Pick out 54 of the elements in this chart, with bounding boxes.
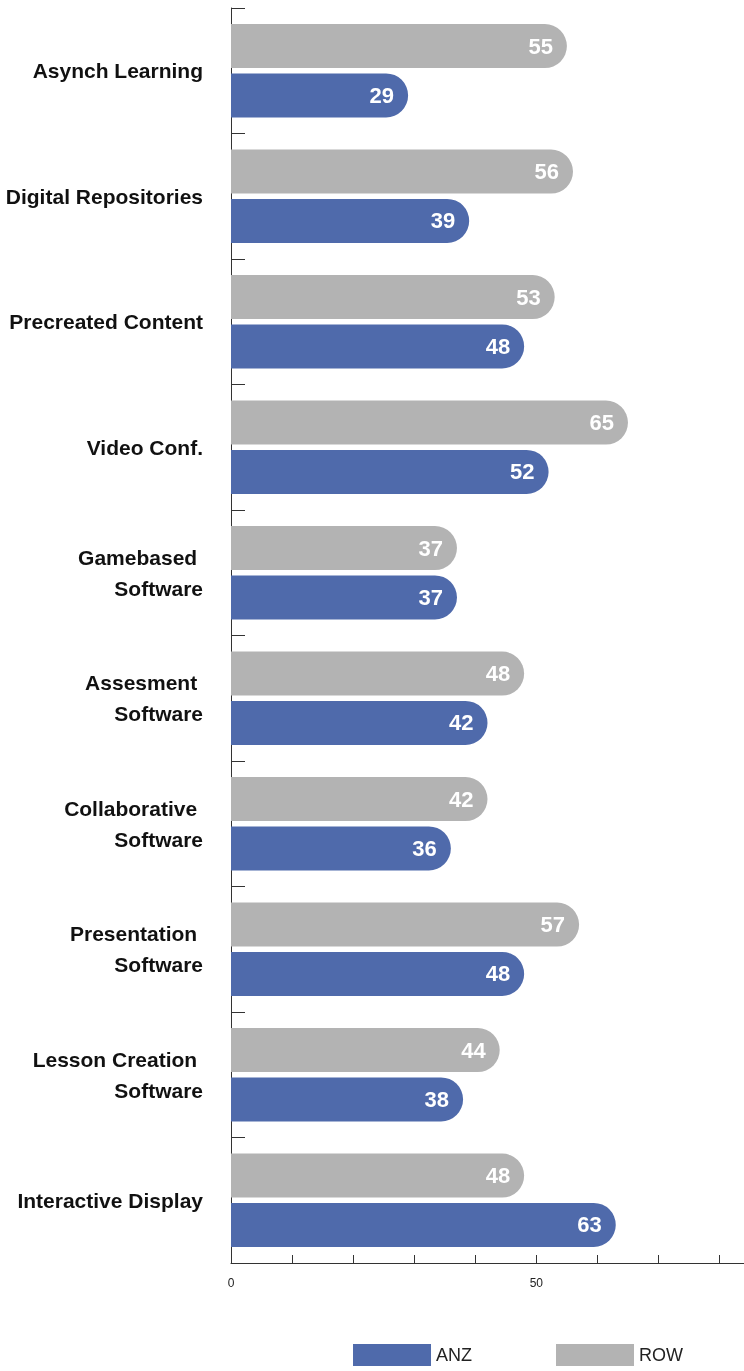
bar <box>231 777 488 822</box>
data-label: 38 <box>424 1086 450 1112</box>
data-label: 37 <box>418 584 443 610</box>
data-label: 56 <box>534 159 559 185</box>
bar <box>231 73 409 118</box>
bar <box>231 149 573 194</box>
bar <box>231 951 525 996</box>
y-tick-label: Lesson Creation Software <box>32 1047 203 1102</box>
data-label: 39 <box>430 208 456 234</box>
y-tick-label: Collaborative Software <box>64 796 203 851</box>
bar <box>231 1077 464 1122</box>
data-label: 29 <box>369 82 395 108</box>
y-tick-label: Digital Repositories <box>5 184 203 208</box>
bar <box>231 526 457 571</box>
data-label: 37 <box>418 535 443 561</box>
data-label: 42 <box>449 786 474 812</box>
data-label: 48 <box>485 961 511 987</box>
bar <box>231 24 567 69</box>
bar <box>231 1028 500 1073</box>
bar <box>231 400 628 445</box>
bar <box>231 1153 525 1198</box>
y-tick-label: Precreated Content <box>9 310 203 334</box>
bar <box>231 449 549 494</box>
data-label: 48 <box>485 661 511 687</box>
data-label: 48 <box>485 1163 511 1189</box>
bar <box>231 902 580 947</box>
legend-label: ANZ <box>436 1345 473 1365</box>
bar <box>231 275 555 320</box>
y-tick-label: Assesment Software <box>85 671 203 726</box>
y-tick-label: Video Conf. <box>86 435 203 459</box>
data-label: 63 <box>577 1212 602 1238</box>
bar <box>231 826 451 871</box>
bar <box>231 198 470 243</box>
bar <box>231 651 525 696</box>
data-label: 53 <box>516 284 541 310</box>
y-tick-label: Gamebased Software <box>78 545 203 600</box>
bar <box>231 1202 616 1247</box>
x-tick-label: 0 <box>227 1276 235 1290</box>
y-tick-label: Interactive Display <box>17 1188 204 1212</box>
bar <box>231 575 457 620</box>
y-tick-label: Presentation Software <box>69 922 203 977</box>
data-label: 36 <box>412 835 437 861</box>
y-tick-label: Asynch Learning <box>32 59 203 83</box>
data-label: 48 <box>485 333 511 359</box>
bar <box>231 700 488 745</box>
data-label: 57 <box>540 912 566 938</box>
x-tick-label: 50 <box>529 1276 544 1290</box>
data-label: 42 <box>449 710 474 736</box>
data-label: 44 <box>461 1037 487 1063</box>
data-label: 52 <box>510 459 535 485</box>
data-label: 65 <box>589 410 614 436</box>
bar <box>231 324 525 369</box>
legend-label: ROW <box>639 1345 684 1365</box>
data-label: 55 <box>528 33 553 59</box>
